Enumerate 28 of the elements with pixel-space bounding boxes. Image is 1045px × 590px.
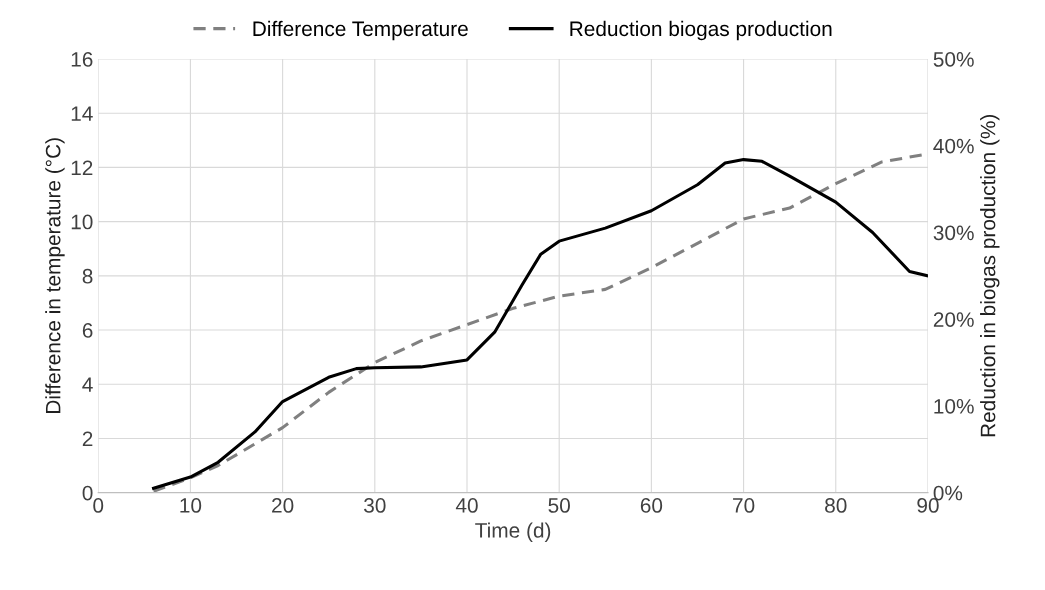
y-axis-title: Difference in temperature (°C)	[45, 138, 65, 413]
x-tick-label: 50	[548, 498, 570, 513]
y2-axis-title: Reduction in biogas production (%)	[980, 114, 1000, 437]
x-tick-label: 70	[733, 498, 755, 513]
y-tick-label: 12	[71, 160, 93, 175]
legend-label: Difference Temperature	[253, 20, 468, 41]
x-tick-label: 20	[272, 498, 294, 513]
y-tick-label: 6	[82, 323, 93, 338]
x-tick-label: 10	[180, 498, 202, 513]
y2-tick-label: 20%	[933, 312, 974, 327]
x-tick-label: 80	[825, 498, 847, 513]
y-tick-label: 16	[71, 52, 93, 67]
y2-tick-label: 40%	[933, 138, 974, 154]
y2-tick-label: 50%	[933, 52, 974, 67]
x-tick-label: 60	[640, 498, 663, 513]
y-tick-label: 2	[82, 431, 93, 446]
y-tick-label: 8	[82, 268, 93, 284]
y-tick-label: 10	[71, 214, 93, 230]
x-axis-title: Time (d)	[475, 522, 551, 542]
y-tick-label: 4	[82, 377, 93, 392]
y-tick-label: 0	[82, 485, 93, 501]
x-tick-label: 30	[364, 498, 386, 513]
y2-tick-label: 10%	[934, 398, 974, 414]
x-tick-label: 40	[455, 498, 478, 513]
y-tick-label: 14	[71, 106, 93, 121]
legend-label: Reduction biogas production	[570, 20, 832, 41]
x-tick-label: 0	[93, 498, 104, 513]
y2-tick-label: 30%	[933, 225, 974, 241]
